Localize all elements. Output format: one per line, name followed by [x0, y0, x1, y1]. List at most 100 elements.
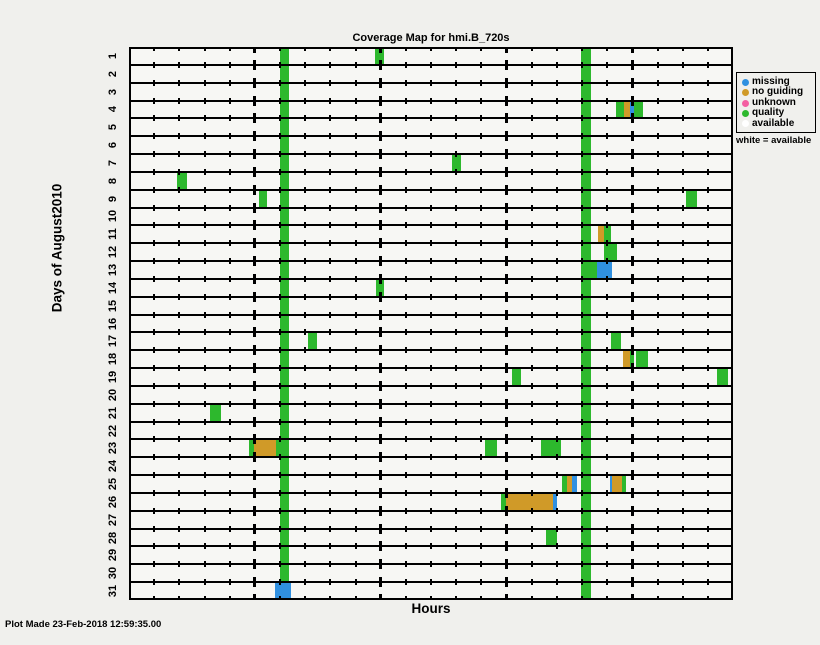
hour-tick — [153, 507, 156, 514]
hour-tick — [304, 436, 307, 443]
hour-tick — [304, 115, 307, 122]
hour-tick — [379, 363, 383, 374]
hour-tick — [203, 240, 206, 247]
hour-tick — [630, 363, 634, 374]
hour-tick — [505, 184, 508, 195]
hour-tick — [228, 133, 231, 140]
hour-tick — [329, 454, 332, 461]
hour-tick — [430, 489, 432, 496]
hour-tick — [404, 240, 407, 247]
hour-tick — [681, 168, 684, 175]
hour-tick — [656, 329, 659, 336]
hour-tick — [480, 561, 483, 568]
hour-tick — [555, 543, 558, 550]
hour-tick — [505, 220, 508, 231]
hour-tick — [480, 311, 483, 318]
coverage-block — [591, 261, 598, 279]
hour-tick — [581, 418, 583, 425]
hour-tick — [656, 454, 659, 461]
plot-made-timestamp: Plot Made 23-Feb-2018 12:59:35.00 — [5, 619, 162, 630]
hour-tick — [253, 470, 257, 481]
hour-tick — [430, 97, 432, 104]
hour-tick — [480, 115, 483, 122]
hour-tick — [681, 400, 684, 407]
hour-tick — [153, 47, 156, 51]
hour-tick — [304, 97, 307, 104]
hour-tick — [279, 561, 281, 568]
day-tick-label: 25 — [107, 477, 119, 491]
day-tick-label: 10 — [107, 210, 119, 223]
coverage-block — [274, 582, 292, 600]
coverage-block — [624, 100, 631, 119]
coverage-block — [610, 332, 621, 351]
hour-tick — [606, 222, 609, 229]
hour-tick — [681, 561, 684, 568]
hour-tick — [354, 507, 357, 514]
day-tick-label: 26 — [107, 495, 119, 508]
hour-tick — [530, 507, 533, 514]
hour-tick — [455, 329, 458, 336]
hour-tick — [555, 489, 558, 496]
hour-tick — [228, 240, 231, 247]
hour-tick — [253, 577, 257, 588]
hour-tick — [354, 561, 357, 568]
hour-tick — [455, 454, 458, 461]
hour-tick — [228, 61, 231, 68]
hour-tick — [706, 168, 709, 175]
hour-tick — [656, 61, 659, 68]
hour-tick — [379, 95, 383, 106]
day-tick-label: 13 — [107, 263, 119, 277]
hour-tick — [630, 131, 634, 142]
hour-tick — [606, 151, 609, 158]
y-axis-label: Days of August2010 — [49, 183, 65, 313]
hour-tick — [354, 454, 357, 461]
coverage-block — [209, 403, 221, 422]
hour-tick — [656, 382, 659, 389]
hour-tick — [530, 275, 533, 282]
hour-tick — [379, 380, 383, 391]
hour-tick — [656, 204, 659, 211]
hour-tick — [581, 365, 583, 372]
hour-tick — [304, 596, 307, 600]
hour-tick — [630, 291, 634, 302]
hour-tick — [329, 240, 332, 247]
hour-tick — [329, 275, 332, 282]
hour-tick — [630, 309, 634, 320]
hour-tick — [329, 47, 332, 51]
hour-tick — [153, 525, 156, 532]
hour-tick — [581, 115, 583, 122]
coverage-block — [451, 154, 461, 172]
hour-tick — [681, 347, 684, 354]
hour-tick — [304, 543, 307, 550]
hour-tick — [455, 293, 458, 300]
hour-tick — [480, 186, 483, 193]
hour-tick — [304, 507, 307, 514]
hour-tick — [480, 79, 483, 86]
hour-tick — [404, 489, 407, 496]
hour-tick — [178, 240, 181, 247]
hour-tick — [505, 380, 508, 391]
hour-tick — [555, 97, 558, 104]
hour-tick — [606, 186, 609, 193]
hour-tick — [530, 596, 533, 600]
hour-tick — [555, 382, 558, 389]
hour-tick — [279, 472, 281, 479]
hour-tick — [455, 579, 458, 586]
hour-tick — [253, 487, 257, 498]
hour-tick — [530, 168, 533, 175]
hour-tick — [178, 133, 181, 140]
hour-tick — [430, 347, 432, 354]
hour-tick — [279, 186, 281, 193]
hour-tick — [304, 151, 307, 158]
hour-tick — [228, 115, 231, 122]
hour-tick — [706, 97, 709, 104]
coverage-block — [545, 528, 557, 547]
hour-tick — [253, 505, 257, 516]
hour-tick — [606, 525, 609, 532]
hour-tick — [480, 579, 483, 586]
legend-entry: available — [742, 118, 812, 129]
hour-tick — [480, 543, 483, 550]
hour-tick — [203, 400, 206, 407]
hour-tick — [656, 596, 659, 600]
hour-tick — [455, 204, 458, 211]
